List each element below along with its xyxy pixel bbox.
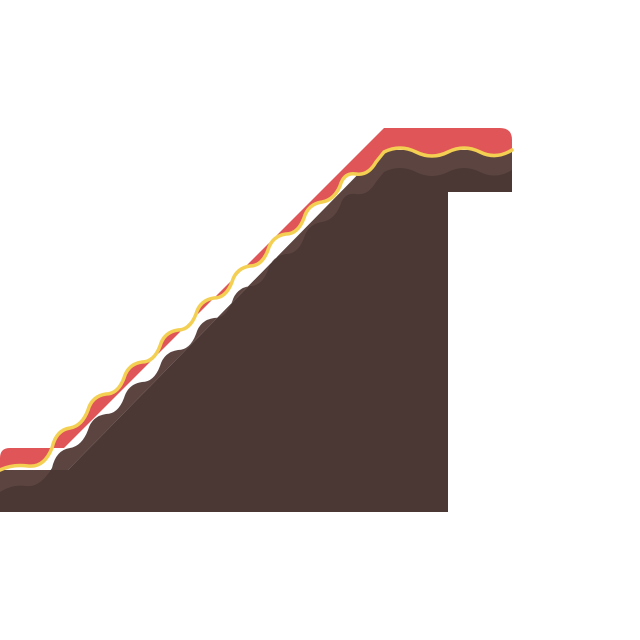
dirt-body (0, 150, 512, 512)
dirt-shade-band (0, 150, 512, 492)
grass-trim-line (0, 146, 514, 472)
